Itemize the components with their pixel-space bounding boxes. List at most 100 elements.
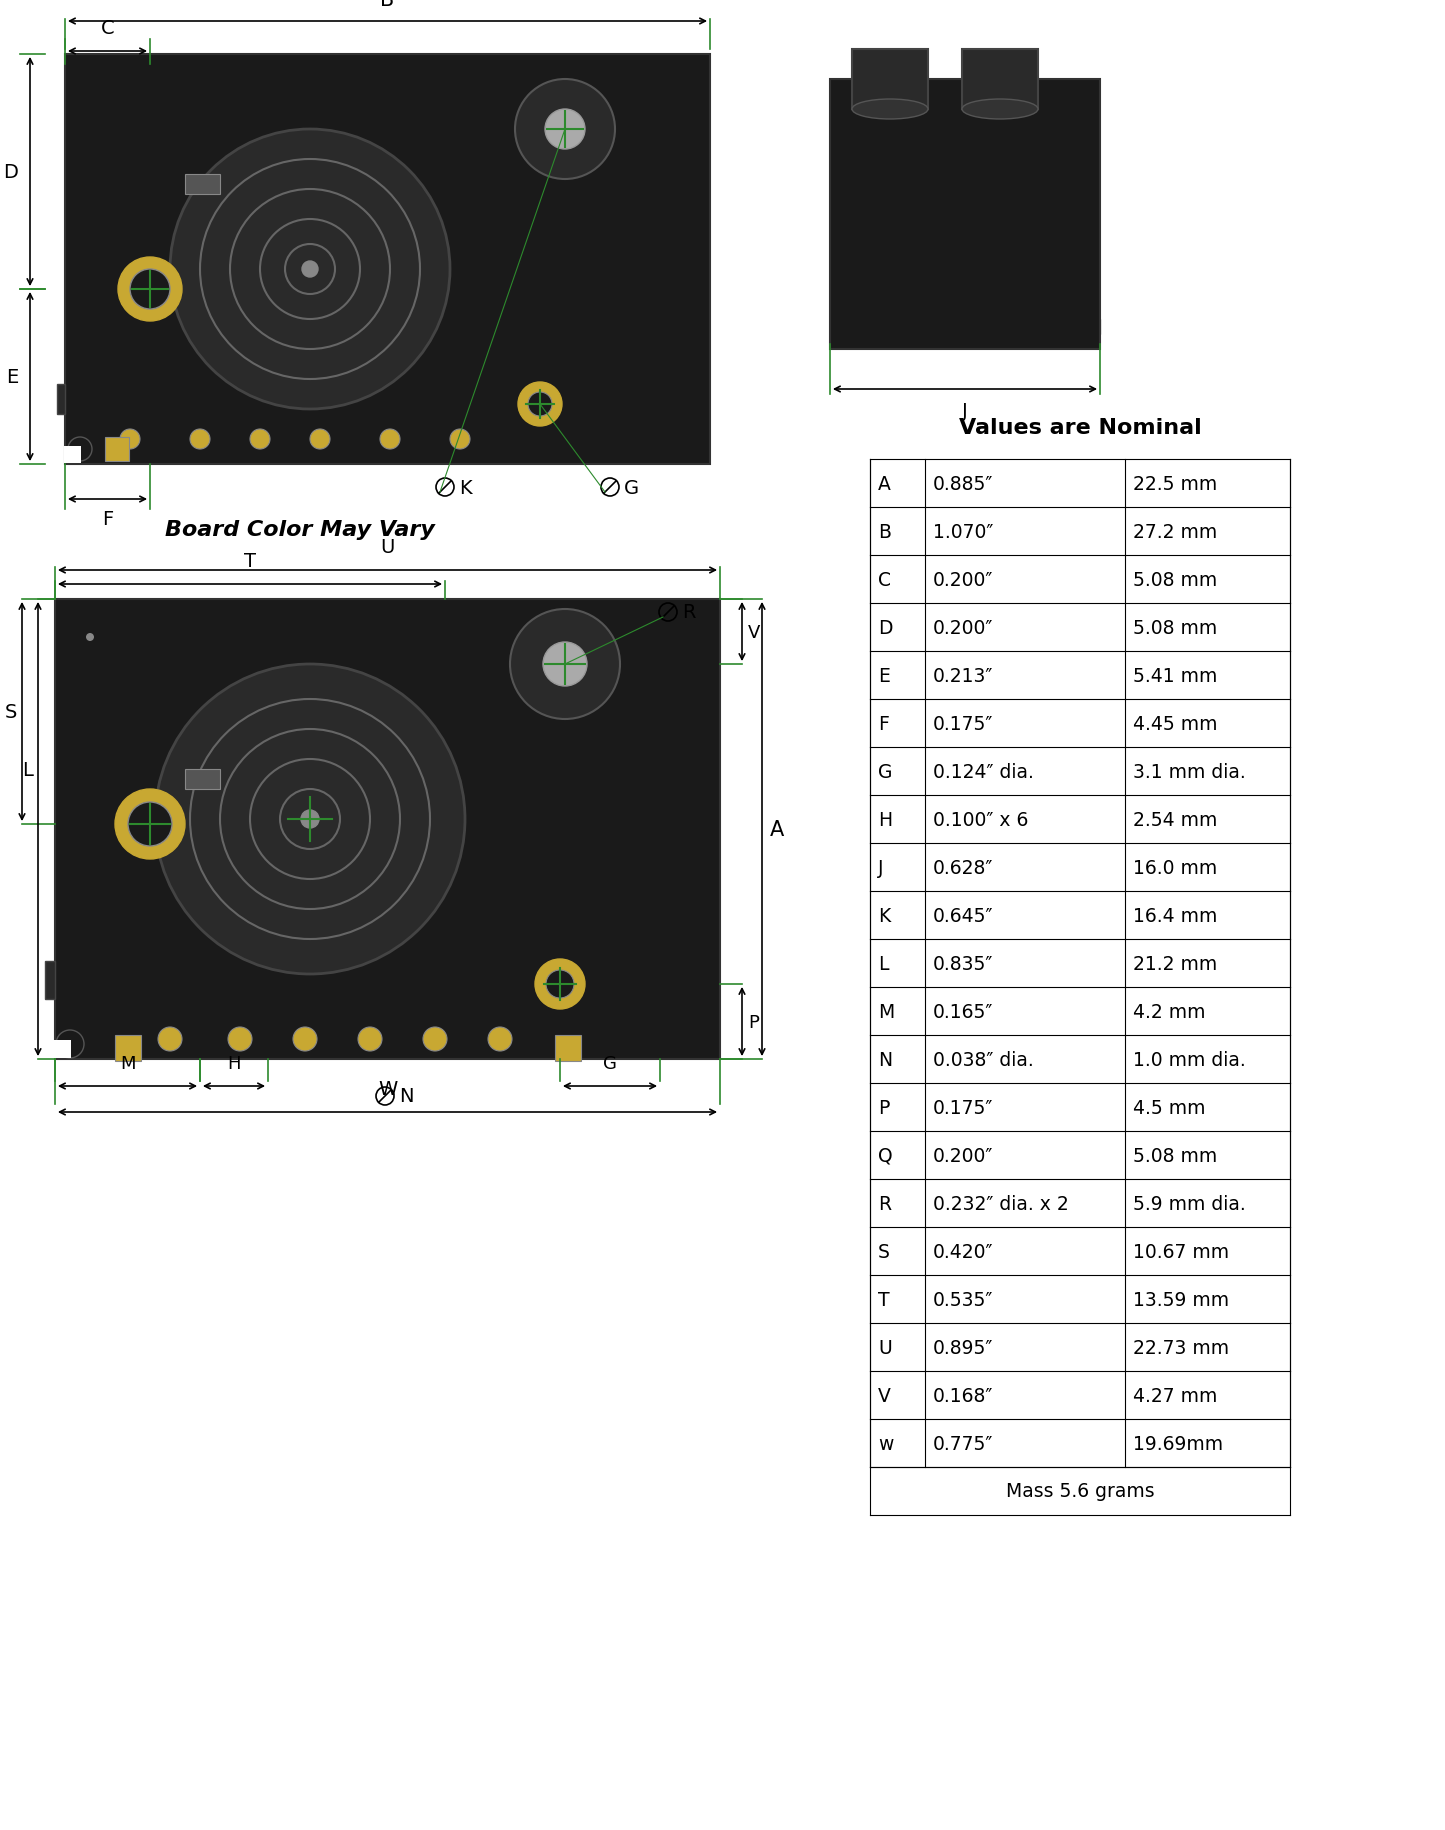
Text: H: H — [879, 811, 892, 829]
Text: D: D — [879, 619, 893, 637]
Text: V: V — [879, 1385, 892, 1405]
Circle shape — [68, 437, 92, 461]
Text: F: F — [879, 714, 889, 734]
Bar — [45, 961, 55, 999]
Text: 0.200″: 0.200″ — [933, 1146, 993, 1166]
Bar — [829, 320, 1100, 335]
Text: 4.2 mm: 4.2 mm — [1133, 1003, 1205, 1021]
Text: M: M — [879, 1003, 894, 1021]
Text: A: A — [879, 474, 892, 494]
Text: T: T — [244, 551, 256, 571]
Text: T: T — [879, 1290, 890, 1308]
Text: R: R — [879, 1193, 892, 1213]
Text: 4.5 mm: 4.5 mm — [1133, 1098, 1205, 1116]
Circle shape — [130, 269, 171, 309]
Text: 0.535″: 0.535″ — [933, 1290, 993, 1308]
Circle shape — [311, 430, 329, 450]
Circle shape — [118, 258, 182, 322]
Text: P: P — [749, 1014, 759, 1030]
Text: 5.08 mm: 5.08 mm — [1133, 571, 1217, 589]
Text: 0.420″: 0.420″ — [933, 1243, 994, 1261]
Circle shape — [250, 430, 270, 450]
Circle shape — [155, 664, 465, 974]
Bar — [185, 770, 220, 789]
Circle shape — [380, 430, 400, 450]
Text: M: M — [120, 1054, 136, 1072]
Text: 0.895″: 0.895″ — [933, 1338, 993, 1356]
Text: 22.5 mm: 22.5 mm — [1133, 474, 1217, 494]
Text: 0.100″ x 6: 0.100″ x 6 — [933, 811, 1029, 829]
Bar — [105, 437, 129, 461]
Circle shape — [545, 110, 585, 150]
Text: E: E — [6, 368, 17, 386]
Circle shape — [358, 1027, 381, 1052]
Text: E: E — [879, 666, 890, 684]
Text: 0.775″: 0.775″ — [933, 1433, 993, 1453]
Text: 4.45 mm: 4.45 mm — [1133, 714, 1218, 734]
Text: 0.175″: 0.175″ — [933, 1098, 993, 1116]
Bar — [829, 81, 1100, 350]
Text: L: L — [22, 759, 33, 780]
Circle shape — [510, 609, 620, 719]
Text: 0.885″: 0.885″ — [933, 474, 993, 494]
Text: C: C — [879, 571, 892, 589]
Circle shape — [158, 1027, 182, 1052]
Circle shape — [514, 81, 616, 179]
Circle shape — [116, 789, 185, 860]
Text: Board Color May Vary: Board Color May Vary — [165, 520, 435, 540]
Circle shape — [517, 382, 562, 426]
Bar — [962, 49, 1038, 110]
Text: 0.175″: 0.175″ — [933, 714, 993, 734]
Text: 5.41 mm: 5.41 mm — [1133, 666, 1217, 684]
Bar — [65, 55, 709, 465]
Text: H: H — [227, 1054, 241, 1072]
Circle shape — [87, 633, 94, 642]
Bar — [64, 447, 81, 463]
Ellipse shape — [853, 101, 928, 121]
Text: 19.69mm: 19.69mm — [1133, 1433, 1222, 1453]
Text: 5.08 mm: 5.08 mm — [1133, 619, 1217, 637]
Text: 3.1 mm dia.: 3.1 mm dia. — [1133, 761, 1246, 781]
Text: L: L — [879, 953, 889, 974]
Circle shape — [228, 1027, 251, 1052]
Text: D: D — [3, 163, 17, 181]
Bar — [185, 176, 220, 194]
Text: U: U — [879, 1338, 892, 1356]
Circle shape — [189, 430, 210, 450]
Text: Mass 5.6 grams: Mass 5.6 grams — [1006, 1482, 1155, 1501]
Text: 5.9 mm dia.: 5.9 mm dia. — [1133, 1193, 1246, 1213]
Text: S: S — [879, 1243, 890, 1261]
Text: w: w — [879, 1433, 893, 1453]
Text: C: C — [101, 18, 114, 38]
Text: 10.67 mm: 10.67 mm — [1133, 1243, 1230, 1261]
Text: V: V — [749, 624, 760, 640]
Ellipse shape — [962, 101, 1038, 121]
Bar — [56, 384, 65, 415]
Circle shape — [302, 262, 318, 278]
Text: 22.73 mm: 22.73 mm — [1133, 1338, 1230, 1356]
Circle shape — [546, 970, 574, 999]
Text: 16.0 mm: 16.0 mm — [1133, 858, 1217, 877]
Text: 4.27 mm: 4.27 mm — [1133, 1385, 1217, 1405]
Text: A: A — [770, 820, 785, 840]
Circle shape — [488, 1027, 512, 1052]
Text: K: K — [460, 478, 471, 498]
Circle shape — [129, 803, 172, 847]
Circle shape — [56, 1030, 84, 1058]
Text: 0.124″ dia.: 0.124″ dia. — [933, 761, 1033, 781]
Text: N: N — [879, 1050, 892, 1069]
Text: Values are Nominal: Values are Nominal — [958, 417, 1201, 437]
Text: 0.645″: 0.645″ — [933, 906, 994, 924]
Text: G: G — [879, 761, 893, 781]
Text: 5.08 mm: 5.08 mm — [1133, 1146, 1217, 1166]
Text: G: G — [624, 478, 639, 498]
Text: 0.628″: 0.628″ — [933, 858, 993, 877]
Bar — [116, 1036, 142, 1061]
Text: 0.165″: 0.165″ — [933, 1003, 993, 1021]
Text: 1.0 mm dia.: 1.0 mm dia. — [1133, 1050, 1246, 1069]
Circle shape — [535, 959, 585, 1010]
Bar — [55, 600, 720, 1060]
Circle shape — [120, 430, 140, 450]
Circle shape — [527, 393, 552, 417]
Text: N: N — [399, 1087, 413, 1105]
